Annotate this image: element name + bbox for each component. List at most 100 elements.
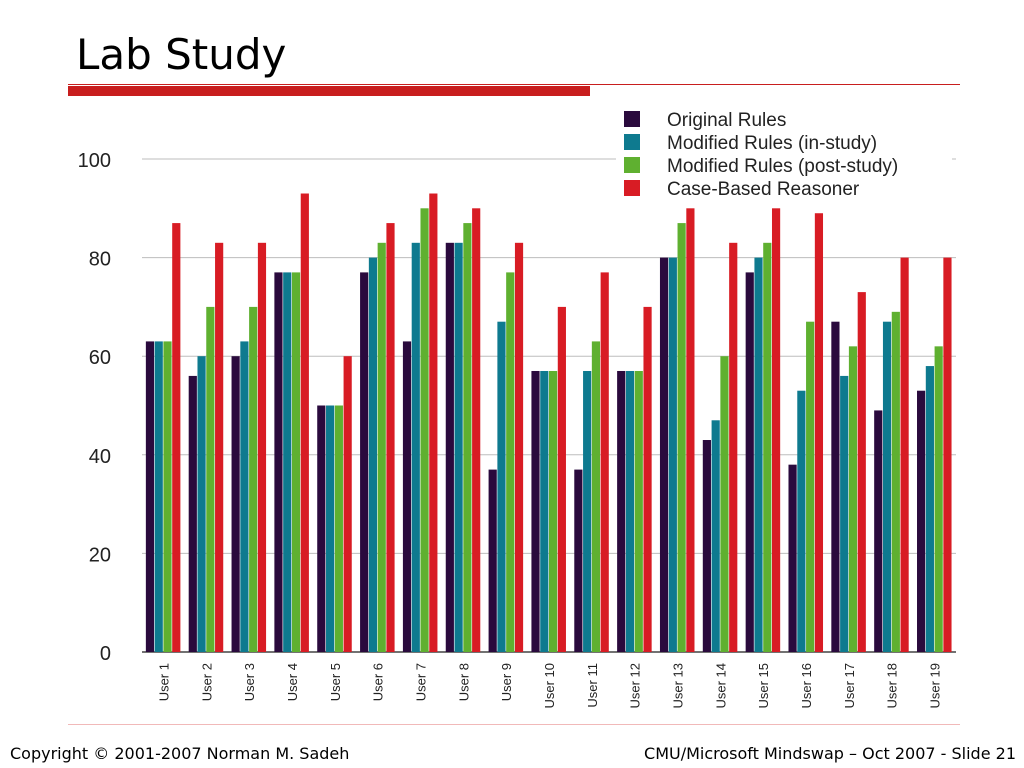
legend-swatch <box>624 111 640 127</box>
title-rule <box>68 84 960 85</box>
x-tick-label: User 18 <box>885 663 900 709</box>
y-tick-label: 100 <box>78 150 111 172</box>
bar-1-16 <box>788 464 797 652</box>
bar-2-12 <box>625 370 635 652</box>
bar-3-8 <box>463 223 472 652</box>
bar-2-7 <box>411 242 420 652</box>
bar-3-12 <box>634 370 643 652</box>
bar-3-5 <box>334 405 343 652</box>
x-tick-label: User 7 <box>413 663 428 701</box>
y-tick-label: 80 <box>89 249 111 271</box>
bar-4-16 <box>814 213 824 652</box>
bar-1-9 <box>488 469 497 652</box>
bar-3-19 <box>934 346 943 652</box>
y-tick-label: 20 <box>89 544 111 566</box>
legend-label: Modified Rules (post-study) <box>667 156 898 177</box>
legend-swatch <box>624 180 640 196</box>
bar-2-14 <box>711 420 720 652</box>
bar-4-12 <box>643 306 652 652</box>
x-tick-label: User 16 <box>799 663 814 709</box>
bar-2-15 <box>754 257 763 652</box>
x-tick-label: User 13 <box>671 663 686 709</box>
bar-3-13 <box>677 223 686 652</box>
x-tick-label: User 12 <box>628 663 643 709</box>
bar-1-5 <box>317 405 326 652</box>
bar-1-3 <box>231 356 240 652</box>
x-tick-label: User 8 <box>456 663 471 701</box>
bar-1-14 <box>702 440 711 652</box>
footer-slide-info: CMU/Microsoft Mindswap – Oct 2007 - Slid… <box>644 744 1016 763</box>
bar-1-10 <box>531 370 540 652</box>
bar-2-5 <box>326 405 335 652</box>
footer-rule <box>68 724 960 725</box>
bar-1-12 <box>617 370 626 652</box>
x-tick-label: User 11 <box>585 663 600 708</box>
bar-2-19 <box>925 366 934 652</box>
bar-4-19 <box>943 257 952 652</box>
bar-1-19 <box>917 390 926 652</box>
bar-3-2 <box>206 306 215 652</box>
legend-background <box>616 104 952 200</box>
x-tick-label: User 15 <box>756 663 771 709</box>
bar-3-14 <box>720 356 729 652</box>
bar-2-16 <box>797 390 806 652</box>
x-axis-ticks: User 1 User 2 User 3 User 4 User 5 User 6 User… <box>156 663 942 709</box>
bar-2-13 <box>668 257 677 652</box>
bar-4-18 <box>900 257 909 652</box>
y-tick-label: 0 <box>100 643 111 665</box>
x-tick-label: User 17 <box>842 663 857 709</box>
x-tick-label: User 6 <box>371 663 386 701</box>
bar-3-16 <box>806 321 815 652</box>
footer-copyright: Copyright © 2001-2007 Norman M. Sadeh <box>10 744 350 763</box>
bar-2-18 <box>882 321 892 652</box>
legend-label: Case-Based Reasoner <box>667 179 860 200</box>
legend-label: Modified Rules (in-study) <box>667 133 877 154</box>
bar-4-15 <box>771 208 781 653</box>
bar-1-7 <box>402 341 412 652</box>
legend-swatch <box>624 134 640 150</box>
bar-1-17 <box>831 321 840 652</box>
bar-3-1 <box>163 341 172 652</box>
bar-4-3 <box>257 242 267 652</box>
bar-4-7 <box>429 193 438 652</box>
bar-1-6 <box>360 272 369 652</box>
bar-4-5 <box>343 356 352 652</box>
bar-3-6 <box>377 242 386 652</box>
bar-3-3 <box>249 306 258 652</box>
bar-1-11 <box>574 469 583 652</box>
bar-2-11 <box>583 370 592 652</box>
bar-4-6 <box>386 223 395 652</box>
bar-3-4 <box>291 272 301 652</box>
x-tick-label: User 9 <box>499 663 514 701</box>
legend-label: Original Rules <box>667 110 786 131</box>
bar-2-17 <box>840 375 849 652</box>
bar-2-8 <box>454 242 463 652</box>
bar-3-7 <box>420 208 429 653</box>
x-tick-label: User 2 <box>199 663 214 701</box>
x-tick-label: User 10 <box>542 663 557 709</box>
bar-1-1 <box>145 341 155 652</box>
bar-4-14 <box>729 242 738 652</box>
x-tick-label: User 1 <box>156 663 171 701</box>
y-tick-label: 60 <box>89 347 111 369</box>
bar-3-10 <box>549 370 558 652</box>
bar-4-2 <box>215 242 224 652</box>
bar-1-2 <box>188 375 197 652</box>
bar-2-3 <box>240 341 249 652</box>
bar-3-9 <box>506 272 515 652</box>
bar-2-2 <box>197 356 206 652</box>
x-tick-label: User 5 <box>328 663 343 701</box>
bar-4-4 <box>300 193 309 652</box>
bar-2-6 <box>368 257 378 652</box>
x-tick-label: User 4 <box>285 663 300 701</box>
bar-4-9 <box>514 242 524 652</box>
bar-1-13 <box>659 257 669 652</box>
legend-swatch <box>624 157 640 173</box>
x-tick-label: User 3 <box>242 663 257 701</box>
title-accent-bar <box>68 86 590 96</box>
bar-1-8 <box>445 242 454 652</box>
bar-4-1 <box>172 223 181 652</box>
y-axis-ticks: 0 20 40 60 80 100 <box>78 150 111 665</box>
bar-3-18 <box>891 311 900 652</box>
